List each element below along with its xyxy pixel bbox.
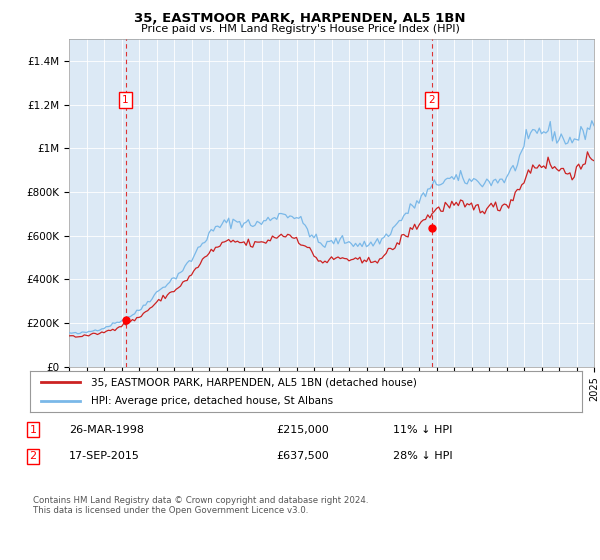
Text: Price paid vs. HM Land Registry's House Price Index (HPI): Price paid vs. HM Land Registry's House …: [140, 24, 460, 34]
Text: Contains HM Land Registry data © Crown copyright and database right 2024.
This d: Contains HM Land Registry data © Crown c…: [33, 496, 368, 515]
Text: 1: 1: [122, 95, 129, 105]
Text: HPI: Average price, detached house, St Albans: HPI: Average price, detached house, St A…: [91, 396, 333, 405]
Text: 2: 2: [428, 95, 435, 105]
Text: 2: 2: [29, 451, 37, 461]
Text: £215,000: £215,000: [276, 424, 329, 435]
Text: 35, EASTMOOR PARK, HARPENDEN, AL5 1BN: 35, EASTMOOR PARK, HARPENDEN, AL5 1BN: [134, 12, 466, 25]
Text: 11% ↓ HPI: 11% ↓ HPI: [393, 424, 452, 435]
Text: 17-SEP-2015: 17-SEP-2015: [69, 451, 140, 461]
Text: 28% ↓ HPI: 28% ↓ HPI: [393, 451, 452, 461]
Text: 35, EASTMOOR PARK, HARPENDEN, AL5 1BN (detached house): 35, EASTMOOR PARK, HARPENDEN, AL5 1BN (d…: [91, 377, 416, 387]
Text: £637,500: £637,500: [276, 451, 329, 461]
Text: 26-MAR-1998: 26-MAR-1998: [69, 424, 144, 435]
Text: 1: 1: [29, 424, 37, 435]
